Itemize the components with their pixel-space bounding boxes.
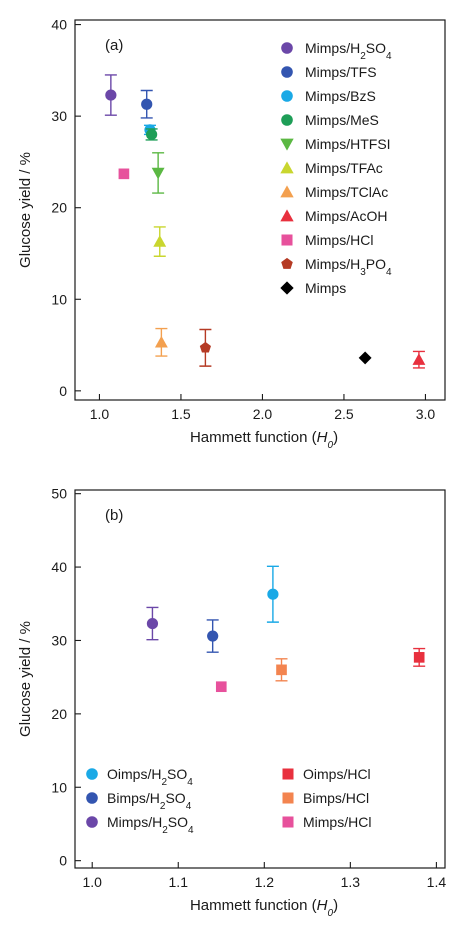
panel-label: (b) — [105, 507, 123, 524]
data-point-s8 — [412, 353, 426, 365]
legend-marker-t1 — [86, 768, 98, 780]
x-tick-label: 1.3 — [341, 874, 361, 890]
x-tick-label: 1.0 — [82, 874, 102, 890]
legend-marker-t2 — [86, 792, 98, 804]
chart-a: 1.0 1.5 2.0 2.5 3.0 0 10 20 30 40 Hammett function… — [17, 17, 446, 451]
legend-marker-s9 — [281, 234, 293, 246]
legend-marker-s11 — [280, 281, 294, 295]
data-point-t2 — [207, 630, 219, 642]
legend-marker-t3 — [86, 816, 98, 828]
x-tick-label: 1.4 — [427, 874, 447, 890]
panel-label: (a) — [105, 37, 123, 54]
legend-marker-t4 — [282, 768, 294, 780]
legend-marker-t5 — [282, 792, 294, 804]
x-axis-label: Hammett function (H0) — [190, 429, 338, 451]
legend-label-s4: Mimps/MeS — [305, 112, 379, 128]
legend-label-s8: Mimps/AcOH — [305, 208, 387, 224]
legend-marker-s8 — [280, 209, 294, 222]
x-tick-label: 3.0 — [416, 406, 436, 422]
y-tick-label: 0 — [59, 853, 67, 869]
x-tick-label: 1.0 — [90, 406, 110, 422]
legend-label-s2: Mimps/TFS — [305, 64, 377, 80]
data-point-s1 — [105, 89, 117, 101]
data-point-s10 — [199, 341, 211, 353]
y-tick-label: 30 — [51, 632, 67, 648]
legend-label-t5: Bimps/HCl — [303, 790, 369, 806]
legend-label-t6: Mimps/HCl — [303, 814, 371, 830]
data-point-s2 — [141, 98, 153, 110]
legend-marker-s1 — [281, 42, 293, 54]
legend-marker-s3 — [281, 90, 293, 102]
legend-marker-s10 — [281, 257, 293, 269]
legend-label-t2: Bimps/H2SO4 — [107, 790, 192, 812]
x-axis-label: Hammett function (H0) — [190, 897, 338, 919]
y-tick-label: 50 — [51, 486, 67, 502]
legend-label-s9: Mimps/HCl — [305, 232, 373, 248]
data-point-t6 — [215, 681, 227, 693]
x-tick-label: 1.5 — [171, 406, 191, 422]
legend-label-t1: Oimps/H2SO4 — [107, 766, 193, 788]
legend-marker-t6 — [282, 816, 294, 828]
data-point-s6 — [153, 235, 167, 247]
x-tick-label: 2.5 — [334, 406, 354, 422]
y-tick-label: 0 — [59, 383, 67, 399]
legend-marker-s2 — [281, 66, 293, 78]
x-tick-label: 1.2 — [255, 874, 275, 890]
legend-marker-s7 — [280, 185, 294, 198]
y-tick-label: 30 — [51, 108, 67, 124]
y-axis-label: Glucose yield / % — [17, 152, 34, 268]
data-point-t3 — [146, 617, 159, 630]
plot-frame — [74, 489, 446, 869]
x-tick-label: 2.0 — [253, 406, 273, 422]
legend-label-s10: Mimps/H3PO4 — [305, 256, 392, 278]
y-tick-label: 40 — [51, 17, 67, 33]
legend-marker-s5 — [280, 138, 294, 151]
legend-label-t3: Mimps/H2SO4 — [107, 814, 194, 836]
legend-label-s6: Mimps/TFAc — [305, 160, 383, 176]
data-point-t4 — [413, 652, 425, 663]
data-point-t1 — [267, 588, 279, 600]
data-point-s9 — [118, 168, 130, 180]
y-tick-label: 10 — [51, 291, 67, 307]
data-point-s4 — [146, 128, 158, 141]
legend-label-s3: Mimps/BzS — [305, 88, 376, 104]
plot-frame — [74, 19, 446, 401]
legend-label-s1: Mimps/H2SO4 — [305, 40, 392, 62]
legend-label-s5: Mimps/HTFSI — [305, 136, 391, 152]
legend-label-t4: Oimps/HCl — [303, 766, 371, 782]
y-tick-label: 20 — [51, 200, 67, 216]
data-point-s5 — [151, 167, 165, 180]
x-tick-label: 1.1 — [169, 874, 189, 890]
legend-marker-s4 — [281, 114, 293, 126]
y-tick-label: 20 — [51, 706, 67, 722]
y-axis-label: Glucose yield / % — [17, 621, 34, 737]
y-tick-label: 40 — [51, 559, 67, 575]
legend-marker-s6 — [280, 161, 294, 174]
data-point-s7 — [154, 335, 168, 348]
chart-b: 1.0 1.1 1.2 1.3 1.4 0 10 20 30 40 50 Hammett functi… — [17, 486, 447, 919]
y-tick-label: 10 — [51, 779, 67, 795]
data-point-t5 — [276, 664, 287, 676]
legend-label-s7: Mimps/TClAc — [305, 184, 388, 200]
data-point-s11 — [358, 351, 372, 365]
legend-label-s11: Mimps — [305, 280, 346, 296]
